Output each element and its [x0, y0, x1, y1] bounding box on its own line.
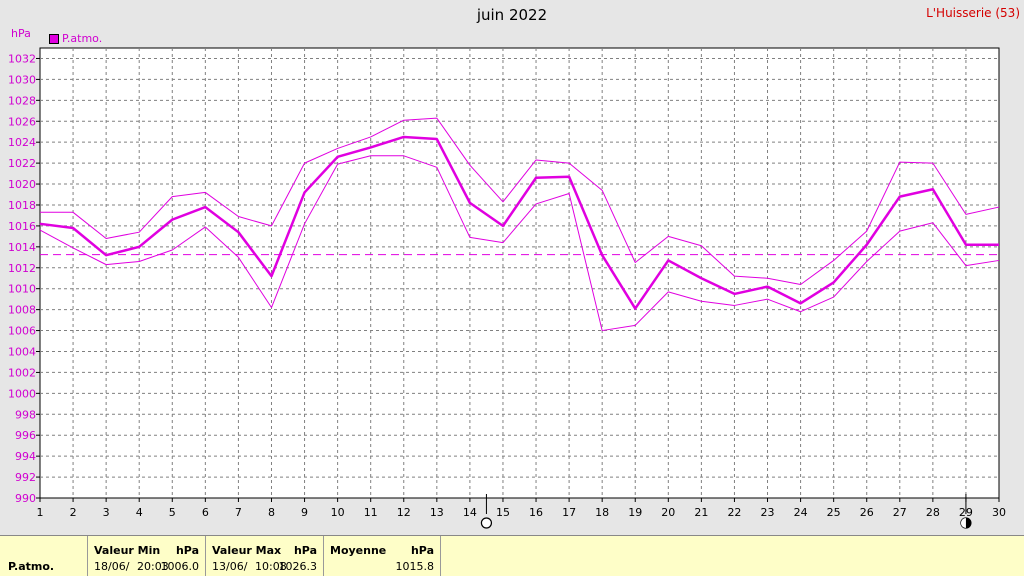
x-tick-label: 6	[202, 506, 209, 519]
footer-series-name: P.atmo.	[8, 560, 55, 573]
x-tick-label: 24	[794, 506, 808, 519]
y-tick-label: 1006	[8, 325, 36, 338]
y-tick-label: 1000	[8, 387, 36, 400]
x-tick-label: 28	[926, 506, 940, 519]
x-tick-label: 22	[727, 506, 741, 519]
y-tick-label: 996	[15, 429, 36, 442]
x-tick-label: 15	[496, 506, 510, 519]
station-name: L'Huisserie (53)	[926, 6, 1020, 20]
min-date: 18/06/	[94, 560, 130, 573]
y-tick-label: 994	[15, 450, 36, 463]
max-time: 10:08	[255, 560, 287, 573]
new-moon-crescent	[960, 518, 966, 528]
stats-footer: P.atmo. Valeur Min hPa 18/06/ 20:03 1006…	[0, 535, 1024, 576]
x-tick-label: 9	[301, 506, 308, 519]
x-tick-label: 7	[235, 506, 242, 519]
x-tick-label: 23	[761, 506, 775, 519]
legend-swatch	[49, 33, 59, 44]
avg-unit: hPa	[410, 544, 434, 557]
min-value: 1006.0	[160, 560, 200, 573]
chart-title: juin 2022	[476, 6, 548, 24]
x-tick-label: 26	[860, 506, 874, 519]
y-tick-label: 1012	[8, 262, 36, 275]
y-tick-label: 1028	[8, 94, 36, 107]
y-tick-label: 1022	[8, 157, 36, 170]
legend-label: P.atmo.	[62, 32, 103, 45]
series-line-max	[40, 117, 1000, 286]
y-tick-label: 1014	[8, 241, 36, 254]
y-axis: 990 992 994 996 998 1000 1002 1004 1006 1008 1010 1…	[8, 52, 40, 505]
max-header: Valeur Max	[212, 544, 282, 557]
y-tick-label: 1020	[8, 178, 36, 191]
x-tick-label: 16	[529, 506, 543, 519]
max-unit: hPa	[293, 544, 317, 557]
y-tick-label: 1002	[8, 366, 36, 379]
y-tick-label: 1032	[8, 52, 36, 65]
x-tick-label: 4	[136, 506, 143, 519]
min-cell: Valeur Min hPa 18/06/ 20:03 1006.0	[87, 536, 205, 576]
y-tick-label: 1026	[8, 115, 36, 128]
x-tick-label: 14	[463, 506, 477, 519]
y-tick-label: 1018	[8, 199, 36, 212]
y-tick-label: 1016	[8, 220, 36, 233]
min-header: Valeur Min	[94, 544, 161, 557]
max-cell: Valeur Max hPa 13/06/ 10:08 1026.3	[205, 536, 323, 576]
x-tick-label: 17	[562, 506, 576, 519]
avg-value: 1015.8	[395, 560, 435, 573]
avg-cell: Moyenne hPa 1015.8	[323, 536, 441, 576]
moon-phase-layer	[480, 494, 972, 529]
x-tick-label: 21	[694, 506, 708, 519]
pressure-chart: 9909929949969981000100210041006100810101…	[8, 47, 1006, 529]
avg-header: Moyenne	[330, 544, 387, 557]
x-tick-label: 1	[37, 506, 44, 519]
series-line-min	[39, 155, 1000, 332]
x-tick-label: 20	[661, 506, 675, 519]
y-tick-label: 990	[15, 492, 36, 505]
x-tick-label: 12	[397, 506, 411, 519]
x-tick-label: 25	[827, 506, 841, 519]
x-tick-label: 3	[103, 506, 110, 519]
legend: P.atmo.	[49, 32, 102, 45]
x-tick-label: 8	[268, 506, 275, 519]
y-tick-label: 998	[15, 408, 36, 421]
x-axis: 1 2 3 4 5 6 7 8 9 10 11 12 13 14 15 16 17 18 19 20 21 22 23 24 2…	[37, 498, 1006, 519]
x-tick-label: 18	[595, 506, 609, 519]
y-tick-label: 1024	[8, 136, 36, 149]
y-axis-unit: hPa	[11, 27, 31, 40]
y-tick-label: 992	[15, 471, 36, 484]
y-tick-label: 1010	[8, 283, 36, 296]
x-tick-label: 11	[364, 506, 378, 519]
x-tick-label: 10	[331, 506, 345, 519]
y-tick-label: 1030	[8, 73, 36, 86]
x-tick-label: 19	[628, 506, 642, 519]
min-unit: hPa	[175, 544, 199, 557]
max-value: 1026.3	[278, 560, 318, 573]
y-tick-label: 1008	[8, 304, 36, 317]
x-tick-label: 13	[430, 506, 444, 519]
y-tick-label: 1004	[8, 345, 36, 358]
max-date: 13/06/	[212, 560, 248, 573]
x-tick-label: 5	[169, 506, 176, 519]
x-tick-label: 27	[893, 506, 907, 519]
series-layer	[39, 117, 1000, 332]
full-moon-icon	[480, 517, 493, 529]
x-tick-label: 30	[992, 506, 1006, 519]
x-tick-label: 2	[70, 506, 77, 519]
min-time: 20:03	[137, 560, 169, 573]
plot-area	[39, 47, 1000, 499]
series-line-mean	[39, 135, 999, 310]
grid	[40, 48, 999, 498]
